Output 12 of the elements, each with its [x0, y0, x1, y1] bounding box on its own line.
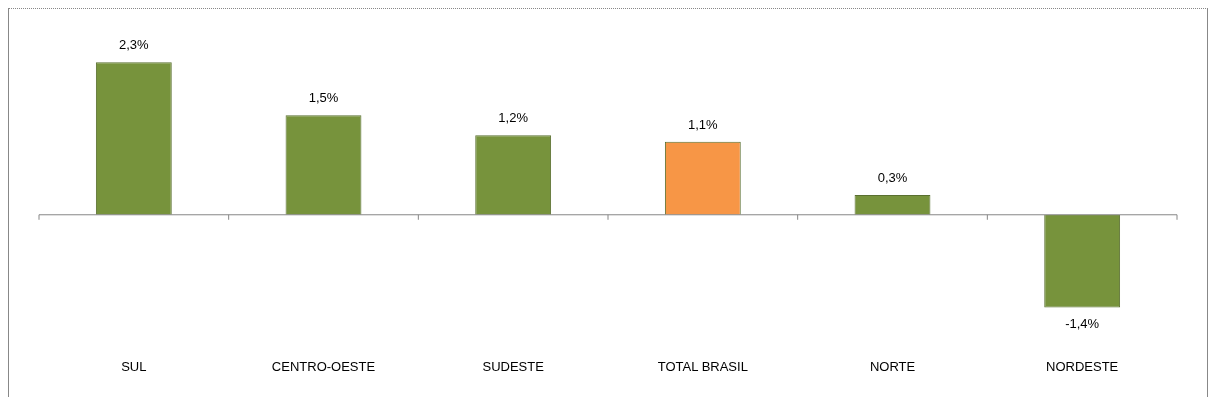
x-tick-label: SUDESTE [482, 358, 545, 374]
data-label: 0,3% [877, 169, 908, 185]
x-tick-label: NORDESTE [1046, 358, 1119, 374]
data-label: 2,3% [119, 37, 150, 53]
x-tick-label: TOTAL BRASIL [657, 358, 748, 374]
x-tick-label: NORTE [869, 358, 916, 374]
data-label: 1,2% [498, 110, 529, 126]
data-label: 1,5% [308, 90, 339, 106]
x-tick-label: SUL [121, 358, 147, 374]
data-label: 1,1% [688, 116, 719, 132]
data-label: -1,4% [1065, 315, 1100, 331]
x-tick-label: CENTRO-OESTE [271, 358, 376, 374]
